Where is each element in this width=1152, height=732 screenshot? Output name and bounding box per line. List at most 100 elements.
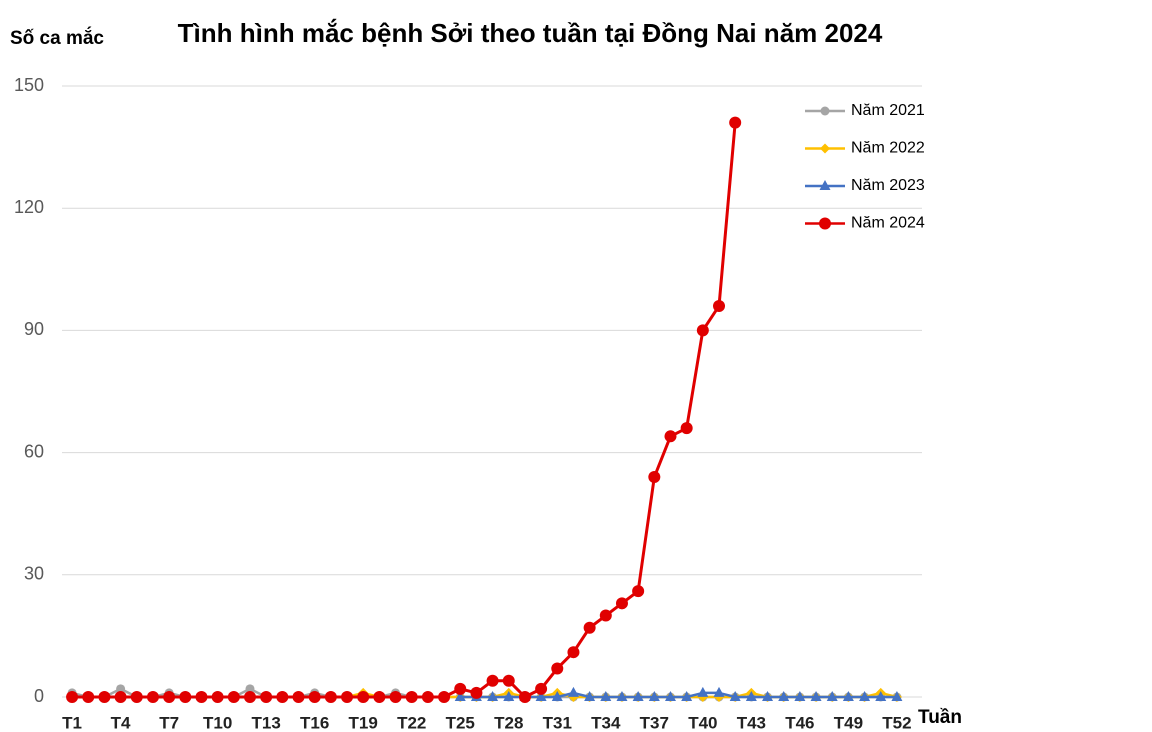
marker [373,691,386,703]
marker [163,691,176,703]
marker [697,686,709,697]
marker [211,691,224,703]
marker [82,691,95,703]
marker [599,609,612,622]
marker [584,691,596,701]
marker [551,662,564,675]
x-tick-label: T16 [300,713,329,732]
legend-label: Năm 2021 [851,102,925,119]
marker [713,299,726,312]
y-tick-label: 90 [24,319,44,339]
legend-label: Năm 2022 [851,140,925,157]
marker [179,691,192,703]
marker [438,691,451,703]
legend-label: Năm 2024 [851,215,925,232]
marker [664,691,676,701]
y-axis-label: Số ca mắc [10,27,104,49]
x-tick-label: T10 [203,713,232,732]
x-tick-label: T40 [688,713,717,732]
marker [227,691,240,703]
marker [470,686,483,699]
marker [487,691,499,701]
x-tick-label: T7 [159,713,179,732]
marker [389,691,402,703]
marker [454,691,466,701]
marker [680,422,693,435]
x-tick-label: T19 [349,713,378,732]
x-tick-label: T25 [446,713,475,732]
marker [820,143,830,154]
y-tick-label: 120 [14,197,44,217]
marker [819,217,831,230]
marker [810,691,822,701]
marker [518,691,531,703]
marker [648,471,661,484]
chart-title: Tình hình mắc bệnh Sởi theo tuần tại Đồn… [178,18,883,48]
marker [875,691,887,701]
marker [819,180,831,190]
y-tick-label: 30 [24,564,44,584]
x-tick-label: T28 [494,713,523,732]
marker [762,691,774,701]
marker [794,691,806,701]
x-tick-label: T13 [252,713,281,732]
marker [357,691,370,703]
marker [276,691,289,703]
x-tick-label: T52 [882,713,911,732]
marker [632,585,645,598]
marker [616,691,628,701]
marker [308,691,321,703]
x-tick-label: T43 [737,713,766,732]
marker [502,674,515,687]
y-tick-label: 60 [24,441,44,461]
marker [600,691,612,701]
y-tick-label: 0 [34,686,44,706]
x-tick-label: T4 [111,713,131,732]
marker [535,682,548,695]
marker [116,684,126,694]
x-tick-label: T1 [62,713,82,732]
marker [243,691,256,703]
marker [567,686,579,697]
marker [729,116,742,129]
marker [842,691,854,701]
marker [681,691,693,701]
marker [583,621,596,634]
marker [859,691,871,701]
marker [826,691,838,701]
marker [454,682,467,695]
marker [405,691,418,703]
marker [891,691,903,701]
marker [292,691,305,703]
legend-label: Năm 2023 [851,177,925,194]
marker [648,691,660,701]
marker [535,691,547,701]
x-axis-label: Tuần [918,707,962,728]
series-line [72,122,737,699]
marker [713,686,725,697]
x-tick-label: T46 [785,713,814,732]
marker [615,597,628,610]
marker [729,691,741,701]
x-tick-label: T22 [397,713,426,732]
marker [696,324,709,337]
marker [324,691,337,703]
x-tick-label: T37 [640,713,669,732]
series-line [460,691,897,699]
marker [551,691,563,701]
marker [778,691,790,701]
marker [421,691,434,703]
marker [820,106,830,116]
marker [114,691,127,703]
marker [146,691,159,703]
marker [341,691,354,703]
x-tick-label: T49 [834,713,863,732]
x-tick-label: T31 [543,713,572,732]
marker [503,691,515,701]
y-tick-label: 150 [14,75,44,95]
marker [245,684,255,694]
marker [98,691,111,703]
marker [745,691,757,701]
marker [632,691,644,701]
